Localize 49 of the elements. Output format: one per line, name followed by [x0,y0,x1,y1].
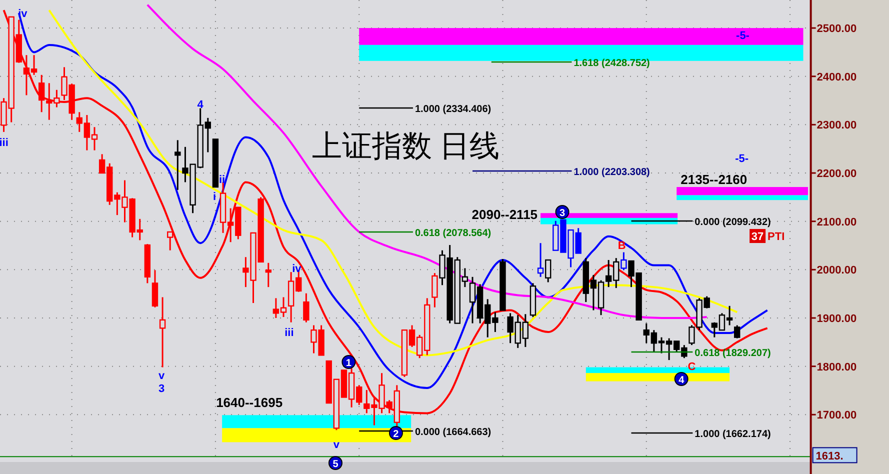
annotation: 3 [559,208,566,219]
candlestick [152,269,158,308]
annotation: 3 [158,383,165,395]
candlestick [167,231,174,252]
annotation: 4 [678,375,685,386]
annotation: v [333,439,340,451]
candlestick [38,74,45,113]
annotation: iii [284,327,294,339]
y-tick-label: 2000.00 [816,264,857,277]
annotation: -5- [736,30,750,42]
band-label: 1640--1695 [216,395,283,410]
annotation: C [688,361,696,373]
annotation: ii [219,174,226,186]
annotation: 1 [346,358,352,369]
candlestick [303,292,310,324]
annotation: 5 [332,459,339,470]
candlestick [174,139,181,191]
candlestick [159,296,166,368]
annotation: 0.000 (2099.432) [694,217,771,228]
y-tick-label: 1700.00 [816,410,857,422]
band-label: 2090--2115 [472,207,538,222]
annotation: v [158,370,166,382]
ref-line-label: 1613. [816,450,844,463]
annotation: 0.618 (2078.564) [414,228,492,239]
y-tick-label: 2200.00 [816,168,857,180]
candlestick [734,324,740,340]
annotation: 1.618 (2428.752) [574,58,650,69]
annotation: 4 [197,99,204,111]
y-tick-label: 2100.00 [816,216,857,228]
band-label: 2135--2160 [680,172,748,188]
y-tick-label: 1900.00 [816,312,857,325]
y-tick-label: 2300.00 [816,120,857,132]
annotation: 0.618 (1829.207) [694,348,771,359]
annotation: 37 PTI [751,231,785,243]
annotation: 1.000 (1662.174) [694,429,771,440]
annotation: iv [292,263,302,275]
y-tick-label: 2500.00 [816,23,857,36]
annotation: i [212,191,216,203]
candlestick [265,262,272,288]
annotation: iii [0,137,8,149]
annotation: 0.000 (1664.663) [414,427,492,438]
text: 上证指数 日线 [312,130,500,163]
annotation: 1.000 (2203.308) [574,167,650,178]
y-tick-label: 2400.00 [816,71,857,84]
y-tick-label: 1800.00 [816,361,857,374]
annotation: B [618,240,626,252]
annotation: -5- [735,153,749,165]
annotation: 1.000 (2334.406) [414,104,492,115]
annotation: 2 [393,429,400,440]
